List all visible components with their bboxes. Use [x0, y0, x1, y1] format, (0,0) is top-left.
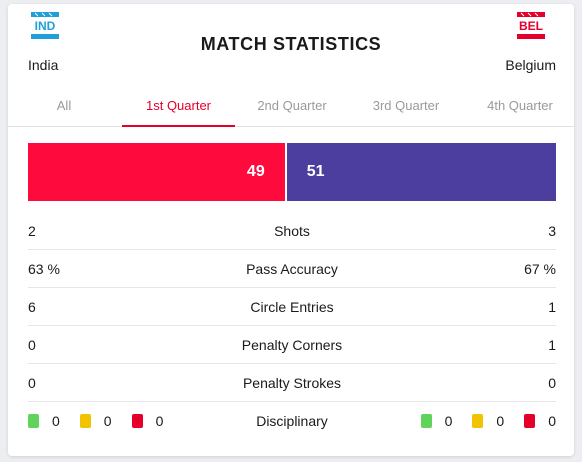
stat-label: Pass Accuracy [246, 261, 338, 277]
home-team-name: India [28, 57, 59, 73]
away-stat-value: 1 [548, 337, 556, 353]
home-green-count: 0 [52, 413, 60, 429]
tab-3rd-quarter[interactable]: 3rd Quarter [372, 98, 440, 113]
red-card-icon [524, 414, 536, 428]
stat-label: Penalty Strokes [242, 375, 342, 391]
home-stat-value: 0 [28, 375, 36, 391]
stat-label: Shots [274, 223, 310, 239]
quarter-tabs: All 1st Quarter 2nd Quarter 3rd Quarter … [8, 89, 574, 127]
stat-label: Penalty Corners [241, 337, 343, 353]
stat-row-circle-entries: 6 Circle Entries 1 [28, 288, 556, 326]
home-flag-code: IND [35, 19, 56, 33]
away-possession: 51 [286, 143, 556, 201]
away-stat-value: 3 [548, 223, 556, 239]
home-stat-value: 6 [28, 299, 36, 315]
stat-row-disciplinary: 0 0 0 Disciplinary 0 0 0 [28, 402, 556, 440]
tab-2nd-quarter[interactable]: 2nd Quarter [257, 98, 327, 113]
away-flag-code: BEL [519, 19, 543, 33]
stat-label: Disciplinary [256, 413, 328, 429]
green-card-icon [420, 414, 432, 428]
red-card-icon [131, 414, 143, 428]
home-possession: 49 [28, 143, 287, 201]
away-cards: 0 0 0 [420, 413, 556, 429]
away-possession-value: 51 [306, 163, 325, 180]
away-yellow-count: 0 [496, 413, 505, 429]
stat-label: Circle Entries [250, 299, 334, 315]
stat-row-pass-accuracy: 63 % Pass Accuracy 67 % [28, 250, 556, 288]
green-card-icon [28, 414, 39, 428]
match-statistics-card: IND India MATCH STATISTICS BEL Belgium A… [8, 4, 574, 456]
stats-table: 2 Shots 3 63 % Pass Accuracy 67 % 6 Circ… [28, 212, 556, 440]
home-yellow-count: 0 [103, 413, 112, 429]
away-green-count: 0 [444, 413, 453, 429]
yellow-card-icon [472, 414, 484, 428]
page-title: MATCH STATISTICS [200, 34, 382, 54]
home-stat-value: 2 [28, 223, 36, 239]
away-stat-value: 1 [548, 299, 556, 315]
stat-row-penalty-corners: 0 Penalty Corners 1 [28, 326, 556, 364]
belgium-flag-icon: BEL [516, 12, 545, 39]
tab-1st-quarter[interactable]: 1st Quarter [122, 89, 235, 127]
tab-4th-quarter[interactable]: 4th Quarter [487, 98, 553, 113]
india-flag-icon: IND [31, 12, 59, 39]
tab-all[interactable]: All [56, 98, 72, 113]
home-stat-value: 63 % [28, 261, 60, 277]
stat-row-penalty-strokes: 0 Penalty Strokes 0 [28, 364, 556, 402]
home-possession-value: 49 [246, 163, 265, 180]
away-stat-value: 67 % [524, 261, 556, 277]
away-stat-value: 0 [548, 375, 556, 391]
stat-row-shots: 2 Shots 3 [28, 212, 556, 250]
home-stat-value: 0 [28, 337, 36, 353]
home-team: IND India [28, 12, 62, 73]
away-team: BEL Belgium [505, 12, 556, 73]
home-red-count: 0 [155, 413, 164, 429]
away-team-name: Belgium [505, 57, 556, 73]
away-red-count: 0 [548, 413, 556, 429]
possession-bar: 49 51 [28, 143, 556, 201]
yellow-card-icon [79, 414, 91, 428]
home-cards: 0 0 0 [28, 413, 163, 429]
